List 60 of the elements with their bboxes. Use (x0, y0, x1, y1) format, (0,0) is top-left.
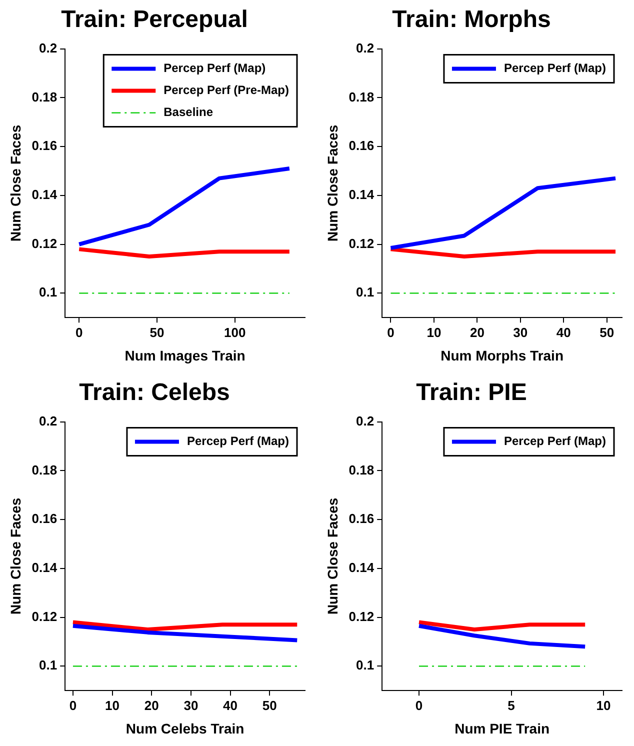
x-tick-label: 100 (224, 324, 246, 340)
x-tick-label: 5 (508, 698, 515, 713)
y-tick-label: 0.14 (32, 186, 58, 202)
chart-title: Train: Celebs (79, 379, 230, 406)
y-tick-label: 0.18 (348, 462, 374, 478)
y-tick-label: 0.18 (32, 462, 58, 478)
x-tick-label: 0 (387, 324, 394, 340)
y-tick-label: 0.12 (348, 608, 374, 624)
legend-label: Percep Perf (Map) (504, 61, 606, 76)
legend-label: Percep Perf (Map) (164, 61, 266, 76)
y-tick-label: 0.18 (32, 89, 58, 104)
y-tick-label: 0.14 (348, 186, 375, 202)
x-tick-label: 0 (415, 698, 423, 713)
y-tick-label: 0.1 (39, 284, 58, 300)
x-tick-label: 10 (105, 698, 120, 713)
x-tick-label: 30 (184, 698, 198, 713)
y-tick-label: 0.1 (356, 284, 374, 300)
y-axis-title: Num Close Faces (324, 124, 340, 242)
y-tick-label: 0.14 (32, 560, 58, 575)
x-tick-label: 20 (144, 698, 159, 713)
legend-label: Percep Perf (Map) (504, 434, 606, 448)
y-tick-label: 0.12 (32, 608, 58, 624)
y-axis-title: Num Close Faces (7, 124, 24, 242)
y-tick-label: 0.1 (356, 658, 374, 673)
x-axis-title: Num Morphs Train (440, 347, 564, 364)
y-tick-label: 0.16 (32, 138, 58, 154)
x-tick-label: 40 (223, 698, 238, 713)
y-tick-label: 0.14 (348, 560, 375, 575)
legend-label: Percep Perf (Pre-Map) (164, 83, 290, 98)
legend-label: Baseline (164, 105, 214, 120)
x-axis-title: Num Celebs Train (126, 720, 244, 736)
x-tick-label: 20 (470, 324, 484, 340)
y-tick-label: 0.12 (348, 236, 374, 251)
chart-title: Train: PIE (416, 379, 527, 406)
y-axis-title: Num Close Faces (7, 498, 24, 615)
x-axis-title: Num Images Train (124, 347, 246, 364)
chart-title: Train: Percepual (61, 6, 248, 34)
x-tick-label: 0 (76, 324, 83, 340)
y-tick-label: 0.2 (356, 40, 374, 56)
y-tick-label: 0.16 (348, 511, 374, 526)
y-tick-label: 0.16 (348, 138, 374, 154)
chart-title: Train: Morphs (392, 6, 551, 34)
y-tick-label: 0.2 (356, 413, 374, 428)
x-tick-label: 10 (426, 324, 442, 340)
x-tick-label: 50 (262, 698, 277, 713)
y-tick-label: 0.18 (348, 89, 374, 104)
x-tick-label: 10 (596, 698, 611, 713)
y-axis-title: Num Close Faces (324, 498, 340, 615)
x-tick-label: 40 (556, 324, 571, 340)
x-tick-label: 50 (600, 324, 614, 340)
x-tick-label: 30 (513, 324, 528, 340)
y-tick-label: 0.1 (39, 658, 58, 673)
x-tick-label: 50 (150, 324, 164, 340)
y-tick-label: 0.2 (39, 413, 58, 428)
y-tick-label: 0.12 (32, 236, 58, 251)
x-tick-label: 0 (69, 698, 77, 713)
y-tick-label: 0.16 (32, 511, 58, 526)
legend-label: Percep Perf (Map) (186, 434, 290, 448)
x-axis-title: Num PIE Train (454, 720, 550, 736)
y-tick-label: 0.2 (39, 40, 58, 56)
